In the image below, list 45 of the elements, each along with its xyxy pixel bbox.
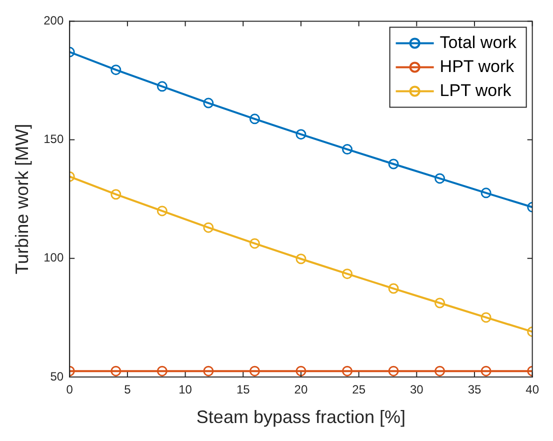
- x-tick-label: 0: [66, 382, 74, 397]
- point: [388, 283, 399, 294]
- point: [388, 366, 399, 376]
- y-tick-label: 200: [44, 14, 64, 28]
- point: [342, 268, 352, 280]
- point: [480, 366, 492, 376]
- y-tick-label: 150: [44, 132, 64, 146]
- point: [110, 366, 122, 376]
- x-tick-label: 25: [352, 382, 366, 397]
- x-tick-label: 10: [178, 382, 192, 397]
- x-axis-title: Steam bypass fraction [%]: [196, 407, 406, 428]
- y-tick-label: 50: [50, 369, 64, 384]
- x-tick-label: 5: [124, 382, 132, 397]
- point: [480, 312, 492, 323]
- point: [156, 81, 168, 92]
- legend-label: LPT work: [440, 80, 512, 100]
- point: [434, 298, 446, 308]
- point: [342, 144, 352, 155]
- x-tick-label: 35: [468, 382, 482, 397]
- x-tick-label: 20: [294, 382, 308, 397]
- x-tick-label: 15: [236, 382, 250, 397]
- point: [434, 366, 446, 376]
- point: [296, 254, 306, 264]
- legend-label: HPT work: [440, 56, 515, 76]
- point: [296, 129, 306, 140]
- point: [110, 189, 122, 200]
- point: [342, 366, 352, 376]
- point: [296, 366, 306, 376]
- y-axis-title: Turbine work [MW]: [12, 124, 32, 274]
- legend-label: Total work: [440, 32, 517, 52]
- point: [156, 206, 168, 216]
- point: [434, 173, 446, 184]
- point: [249, 366, 260, 376]
- point: [388, 158, 399, 170]
- point: [110, 64, 122, 76]
- point: [203, 98, 214, 108]
- x-tick-label: 40: [526, 382, 540, 397]
- point: [156, 366, 168, 376]
- x-tick-label: 30: [410, 382, 424, 397]
- point: [249, 238, 260, 249]
- point: [203, 366, 214, 376]
- point: [249, 114, 260, 124]
- point: [203, 222, 214, 233]
- point: [480, 188, 492, 198]
- y-tick-label: 100: [44, 250, 64, 265]
